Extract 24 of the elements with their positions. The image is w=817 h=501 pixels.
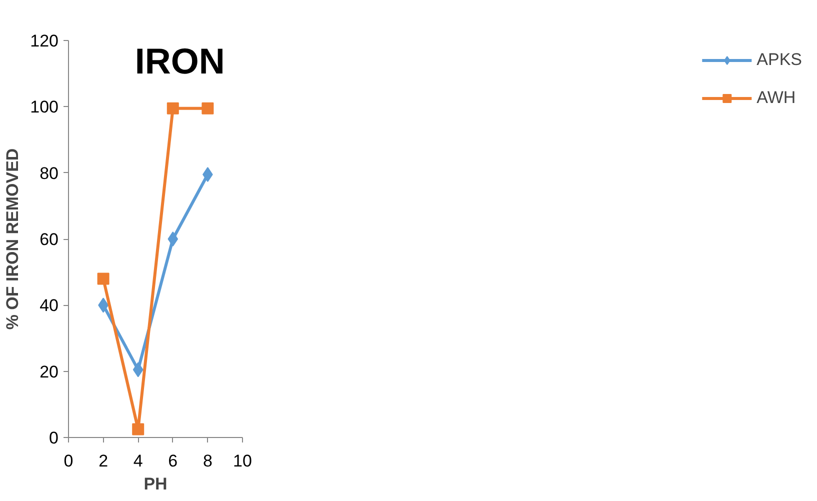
point [132, 362, 144, 378]
x-tick-label: 10 [233, 452, 252, 470]
y-tick-label: 40 [40, 296, 59, 316]
x-tick-label: 8 [202, 452, 212, 470]
x-tick-label: 2 [98, 452, 108, 470]
point [97, 272, 110, 285]
x-tick-label: 0 [64, 452, 74, 470]
y-tick-label: 80 [40, 164, 59, 183]
point [132, 423, 144, 436]
y-tick-label: 20 [40, 362, 59, 382]
x-axis-title: PH [144, 474, 168, 494]
point [166, 102, 179, 114]
y-axis-title: % OF IRON REMOVED [3, 148, 22, 330]
y-tick-label: 120 [30, 32, 59, 50]
x-tick-label: 4 [133, 452, 143, 470]
legend-label: APKS [756, 50, 802, 70]
y-tick-label: 60 [40, 230, 59, 249]
y-tick-label: 0 [49, 428, 59, 448]
chart-title: IRON [134, 40, 225, 82]
x-tick-label: 6 [168, 452, 178, 470]
y-tick-label: 100 [30, 98, 59, 117]
point [168, 232, 178, 246]
point [202, 102, 214, 114]
legend-label: AWH [756, 88, 796, 108]
